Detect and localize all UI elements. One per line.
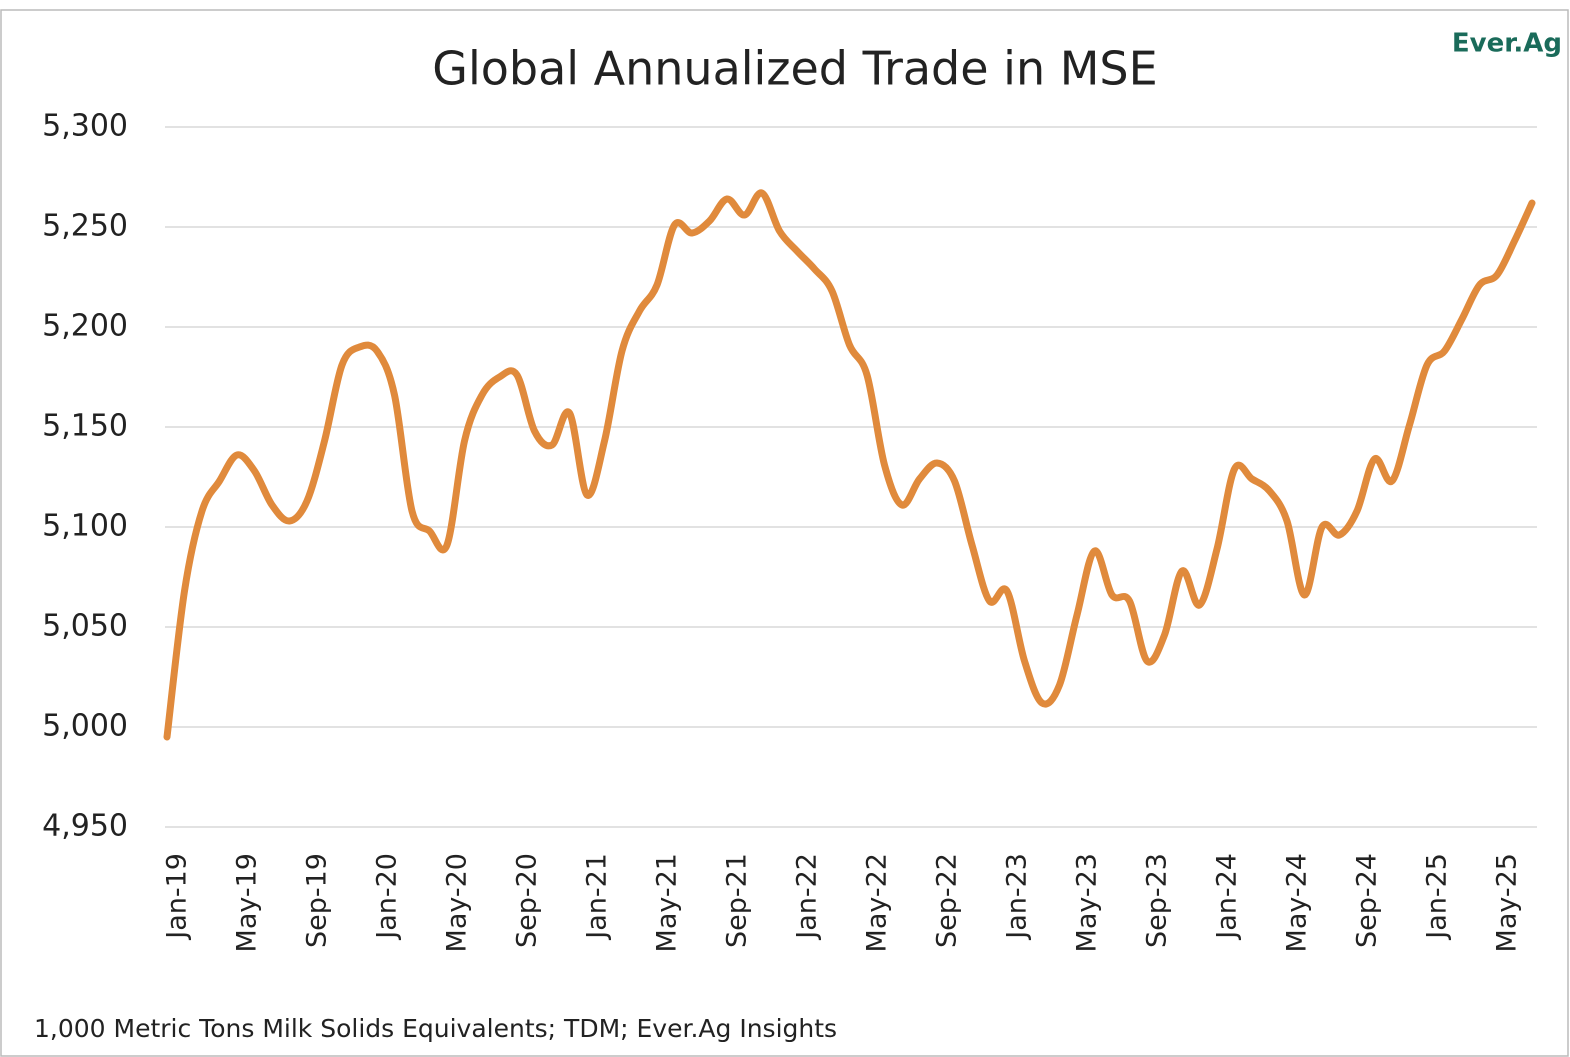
- data-line: [163, 189, 1536, 741]
- x-tick-label: Jan-25: [1422, 853, 1453, 941]
- x-tick-label: Jan-21: [582, 853, 613, 941]
- x-tick-label: Sep-23: [1142, 853, 1173, 948]
- x-tick-label: Sep-20: [512, 853, 543, 948]
- x-tick-label: Sep-24: [1352, 853, 1383, 948]
- y-tick-label: 5,050: [42, 609, 128, 644]
- y-tick-label: 5,300: [42, 109, 128, 144]
- x-tick-label: May-21: [652, 853, 683, 952]
- x-tick-label: Sep-21: [722, 853, 753, 948]
- chart-frame: [0, 9, 1569, 1057]
- x-tick-label: May-25: [1492, 853, 1523, 952]
- chart-title: Global Annualized Trade in MSE: [432, 42, 1157, 96]
- footnote: 1,000 Metric Tons Milk Solids Equivalent…: [34, 1014, 837, 1043]
- y-tick-label: 5,200: [42, 309, 128, 344]
- x-tick-label: Sep-22: [932, 853, 963, 948]
- x-tick-label: Jan-20: [372, 853, 403, 941]
- y-tick-label: 4,950: [42, 809, 128, 844]
- x-tick-label: May-20: [442, 853, 473, 952]
- y-tick-label: 5,100: [42, 509, 128, 544]
- y-tick-label: 5,250: [42, 209, 128, 244]
- y-tick-label: 5,000: [42, 709, 128, 744]
- x-tick-label: Jan-22: [792, 853, 823, 941]
- logo: Ever.Ag: [1452, 29, 1562, 59]
- x-tick-label: Sep-19: [302, 853, 333, 948]
- x-tick-label: Jan-23: [1002, 853, 1033, 941]
- x-tick-label: May-22: [862, 853, 893, 952]
- x-tick-label: May-23: [1072, 853, 1103, 952]
- x-tick-label: Jan-19: [162, 853, 193, 941]
- x-tick-label: May-24: [1282, 853, 1313, 952]
- x-tick-label: May-19: [232, 853, 263, 952]
- x-tick-label: Jan-24: [1212, 853, 1243, 941]
- y-tick-label: 5,150: [42, 409, 128, 444]
